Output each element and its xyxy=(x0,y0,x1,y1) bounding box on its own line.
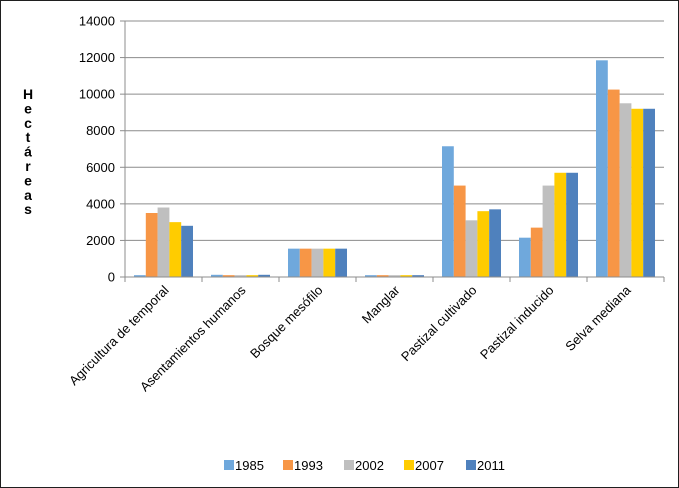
y-tick-label: 14000 xyxy=(79,14,115,29)
bar-1993 xyxy=(222,275,235,277)
bar-2002 xyxy=(388,275,401,277)
bar-2007 xyxy=(246,275,259,277)
bar-2007 xyxy=(631,108,644,278)
y-axis-ticks: 0 2000 4000 6000 8000 10000 12000 14000 xyxy=(79,14,125,285)
legend-swatch xyxy=(224,460,234,470)
legend-swatch xyxy=(466,460,476,470)
y-tick-label: 2000 xyxy=(86,233,115,248)
legend-label: 2007 xyxy=(415,458,444,473)
bar-2011 xyxy=(489,209,501,277)
bar-1993 xyxy=(145,213,158,277)
bar-1993 xyxy=(299,248,312,277)
y-tick-label: 4000 xyxy=(86,196,115,211)
bars xyxy=(134,60,655,278)
bar-1993 xyxy=(453,185,466,277)
bar-2007 xyxy=(400,275,413,277)
axes xyxy=(124,21,665,282)
bar-1993 xyxy=(530,227,543,277)
bar-2002 xyxy=(542,185,555,277)
legend-item-2002: 2002 xyxy=(344,458,384,473)
bar-2002 xyxy=(234,275,247,277)
bar-1985 xyxy=(596,60,608,277)
bar-1985 xyxy=(134,275,146,277)
bar-1985 xyxy=(519,237,531,277)
y-tick-label: 8000 xyxy=(86,123,115,138)
y-axis-title-glyph: e xyxy=(24,100,32,116)
y-tick-label: 12000 xyxy=(79,50,115,65)
y-tick-label: 0 xyxy=(108,270,115,285)
y-tick-label: 6000 xyxy=(86,160,115,175)
bar-2007 xyxy=(169,222,182,277)
bar-2002 xyxy=(465,220,478,277)
category-label: Manglar xyxy=(359,282,403,326)
category-label: Bosque mesófilo xyxy=(247,283,326,362)
category-label: Selva mediana xyxy=(562,282,634,354)
category-label: Pastizal inducido xyxy=(477,283,557,363)
legend-swatch xyxy=(283,460,293,470)
bar-2007 xyxy=(323,248,336,277)
gridlines xyxy=(125,20,664,241)
bar-2011 xyxy=(566,172,578,277)
y-tick-label: 10000 xyxy=(79,87,115,102)
bar-2002 xyxy=(157,207,170,277)
y-axis-title-glyph: a xyxy=(24,187,32,203)
category-label: Pastizal cultivado xyxy=(398,283,480,365)
legend-label: 1985 xyxy=(235,458,264,473)
y-axis-title-glyph: H xyxy=(23,86,33,102)
legend-swatch xyxy=(404,460,414,470)
y-axis-title-glyph: t xyxy=(26,129,31,145)
legend-item-2007: 2007 xyxy=(404,458,444,473)
bar-2011 xyxy=(181,225,193,277)
y-axis-title-glyph: s xyxy=(24,201,32,217)
bar-2011 xyxy=(643,108,655,278)
bar-1985 xyxy=(211,274,223,277)
legend-label: 1993 xyxy=(294,458,323,473)
legend-label: 2011 xyxy=(477,458,505,473)
y-axis-title-glyph: c xyxy=(24,115,32,131)
bar-1993 xyxy=(607,89,620,277)
bar-2011 xyxy=(412,275,424,277)
legend-label: 2002 xyxy=(355,458,384,473)
legend-item-1985: 1985 xyxy=(224,458,264,473)
bar-2002 xyxy=(619,103,632,278)
legend-item-1993: 1993 xyxy=(283,458,323,473)
bar-2007 xyxy=(477,211,490,277)
bar-1993 xyxy=(376,275,389,277)
legend: 1985 1993 2002 2007 2011 xyxy=(224,458,505,473)
y-axis-title-glyph: e xyxy=(24,172,32,188)
legend-item-2011: 2011 xyxy=(466,458,505,473)
bar-1985 xyxy=(365,275,377,277)
y-axis-title-glyph: r xyxy=(25,158,31,174)
bar-1985 xyxy=(288,248,300,277)
bar-1985 xyxy=(442,146,454,277)
bar-2002 xyxy=(311,248,324,277)
bar-2007 xyxy=(554,172,567,277)
bar-2011 xyxy=(258,274,270,277)
y-axis-title-glyph: á xyxy=(24,144,32,160)
legend-swatch xyxy=(344,460,354,470)
bar-2011 xyxy=(335,248,347,277)
